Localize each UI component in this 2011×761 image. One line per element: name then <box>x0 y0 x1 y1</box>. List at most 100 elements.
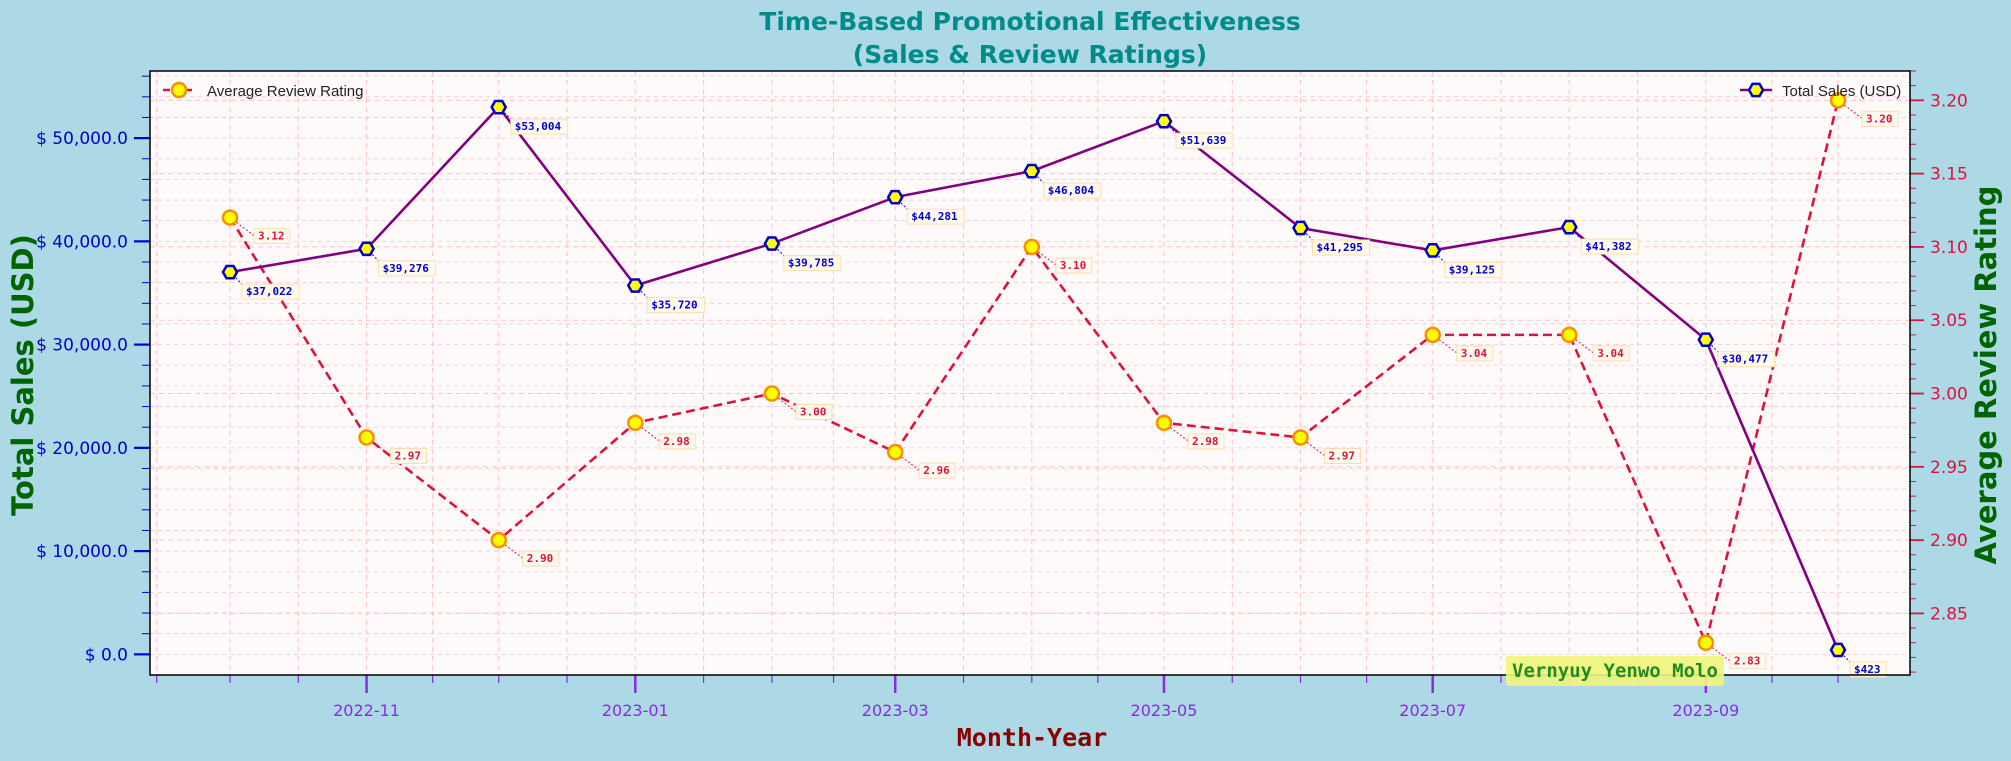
y-left-tick-label: $ 50,000.0 <box>36 129 128 149</box>
sales-point <box>221 264 239 280</box>
y-right-tick-label: 3.05 <box>1930 311 1968 331</box>
rating-data-label: 3.20 <box>1866 112 1893 125</box>
rating-data-label-box <box>1729 653 1767 670</box>
sales-data-label-box <box>1849 661 1887 678</box>
rating-data-label: 2.96 <box>923 464 950 477</box>
y-axis-left-label: Total Sales (USD) <box>6 234 40 516</box>
y-right-tick-label: 3.10 <box>1930 238 1968 258</box>
rating-data-label-box <box>522 550 560 567</box>
y-right-tick-label: 3.00 <box>1930 385 1968 405</box>
y-right-tick-label: 2.85 <box>1930 604 1968 624</box>
y-left-tick-label: $ 30,000.0 <box>36 336 128 356</box>
sales-point <box>763 236 781 251</box>
rating-point <box>1829 92 1847 109</box>
x-axis: 2022-11 2023-01 2023-03 2023-05 2023-07 2023-… <box>156 675 1839 720</box>
y-left-tick-label: $ 20,000.0 <box>36 439 128 459</box>
rating-data-label-box <box>1055 257 1093 274</box>
rating-data-label-box <box>918 462 956 479</box>
y-axis-right: 2.85 2.90 2.95 3.00 3.05 3.10 3.15 3.20 <box>1910 70 1968 673</box>
rating-point <box>763 385 781 402</box>
x-tick-label: 2023-05 <box>1131 701 1198 720</box>
y-right-tick-label: 2.95 <box>1930 458 1968 478</box>
sales-point <box>1292 220 1309 236</box>
sales-data-label: $423 <box>1854 663 1881 676</box>
y-axis-left: $ 0.0 $ 10,000.0 $ 20,000.0 $ 30,000.0 $ 40,… <box>36 75 150 665</box>
sales-data-label: $46,804 <box>1048 184 1095 197</box>
legend-rating-label: Average Review Rating <box>207 83 363 100</box>
sales-point <box>1424 243 1442 258</box>
rating-point <box>1697 634 1715 651</box>
rating-data-label-box <box>1187 433 1225 450</box>
plot-area <box>150 71 1910 675</box>
rating-point <box>886 443 904 461</box>
x-tick-label: 2023-03 <box>862 701 929 720</box>
sales-point <box>1023 163 1041 179</box>
sales-data-label-box <box>1580 238 1639 255</box>
sales-data-label: $39,276 <box>383 262 430 275</box>
rating-data-label: 2.98 <box>1192 435 1219 448</box>
sales-point <box>1155 113 1173 129</box>
rating-data-label: 3.04 <box>1597 347 1624 360</box>
sales-point <box>886 189 904 205</box>
rating-data-label: 3.10 <box>1060 259 1087 272</box>
y-axis-right-label: Average Review Rating <box>1969 186 2003 565</box>
y-left-tick-label: $ 0.0 <box>85 645 128 665</box>
y-right-tick-label: 3.20 <box>1930 91 1968 111</box>
rating-data-label-box <box>1324 448 1362 465</box>
x-tick-label: 2023-01 <box>602 701 669 720</box>
sales-data-label-box <box>1717 351 1776 368</box>
sales-point <box>1697 332 1715 347</box>
sales-data-label: $53,004 <box>515 120 562 133</box>
sales-data-label: $30,477 <box>1722 353 1768 366</box>
rating-point <box>1023 238 1041 256</box>
sales-data-label: $39,785 <box>788 257 834 270</box>
sales-data-label-box <box>510 118 569 135</box>
rating-point <box>1561 326 1578 344</box>
sales-point <box>490 99 508 115</box>
y-left-tick-label: $ 40,000.0 <box>36 232 128 252</box>
rating-data-label: 3.04 <box>1461 347 1488 360</box>
rating-point <box>627 414 644 432</box>
sales-data-label-box <box>783 255 842 272</box>
sales-data-label-box <box>906 208 965 225</box>
y-right-tick-label: 2.90 <box>1930 531 1968 551</box>
rating-point <box>490 531 507 549</box>
sales-point <box>358 241 376 257</box>
sales-data-label: $41,382 <box>1585 240 1631 253</box>
sales-point <box>1829 642 1847 658</box>
rating-data-label: 2.83 <box>1734 655 1761 668</box>
series: 3.12 2.97 2.90 2.98 3.00 2.96 3.10 2.98 2.97 3.04… <box>221 92 1899 678</box>
legend-sales-marker <box>1747 82 1765 98</box>
rating-point <box>1155 414 1173 432</box>
rating-data-label-box <box>253 228 291 245</box>
sales-data-label-box <box>1444 261 1503 278</box>
rating-data-label-box <box>795 404 833 421</box>
x-axis-label: Month-Year <box>957 723 1108 752</box>
rating-point <box>221 209 239 226</box>
sales-data-label: $44,281 <box>911 210 958 223</box>
rating-data-label: 2.98 <box>663 435 690 448</box>
x-tick-label: 2023-09 <box>1672 701 1739 720</box>
plot-frame <box>149 70 1911 676</box>
rating-data-label-box <box>1456 345 1494 362</box>
rating-data-label: 3.12 <box>258 230 285 243</box>
sales-data-label: $37,022 <box>246 285 292 298</box>
rating-point <box>1424 326 1441 344</box>
legend-sales: Total Sales (USD) <box>1740 82 1901 100</box>
sales-data-label-box <box>1043 182 1102 199</box>
rating-data-label-box <box>1861 110 1899 127</box>
sales-point <box>626 278 644 293</box>
annotation-text: Vernyuy Yenwo Molo <box>1512 660 1718 682</box>
x-tick-label: 2023-07 <box>1399 701 1466 720</box>
chart-title-line1: Time-Based Promotional Effectiveness <box>759 7 1300 36</box>
sales-data-label: $39,125 <box>1449 263 1495 276</box>
rating-point <box>1292 429 1309 446</box>
legend-rating: Average Review Rating <box>163 81 363 100</box>
legend-sales-label: Total Sales (USD) <box>1782 83 1901 100</box>
sales-data-label: $41,295 <box>1317 241 1363 254</box>
rating-data-label: 2.97 <box>1329 450 1356 463</box>
grid <box>150 71 1910 675</box>
sales-point <box>1560 219 1578 235</box>
rating-data-label-box <box>1592 345 1630 362</box>
annotation-box <box>1506 656 1724 686</box>
